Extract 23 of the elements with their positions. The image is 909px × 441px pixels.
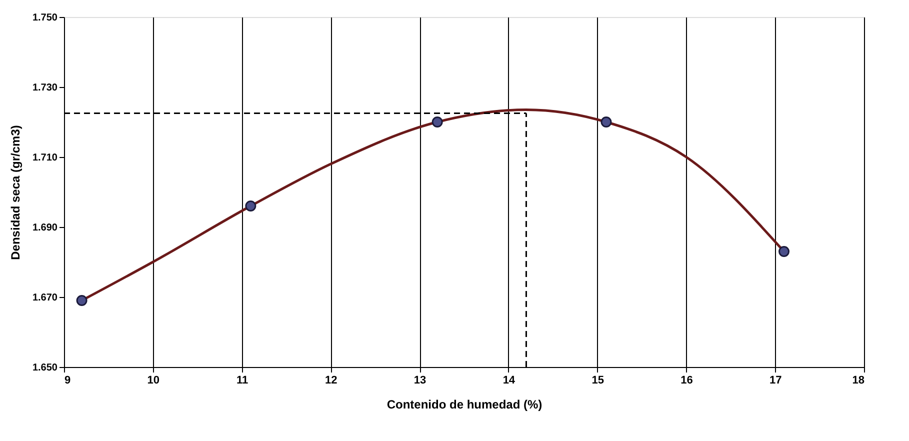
point	[245, 200, 256, 212]
x-tick-label: 12	[325, 374, 338, 386]
x-tick-label: 16	[680, 374, 693, 386]
y-tick-label: 1.690	[32, 222, 58, 234]
point	[778, 246, 790, 257]
x-tick-label: 10	[147, 374, 160, 386]
x-tick-label: 17	[769, 374, 782, 386]
x-axis-title: Contenido de humedad (%)	[386, 398, 542, 412]
x-tick-label: 14	[502, 374, 516, 386]
x-tick-label: 11	[236, 374, 248, 386]
x-tick-label: 18	[852, 374, 864, 386]
x-tick-label: 15	[592, 374, 604, 386]
y-tick-label: 1.710	[32, 152, 58, 164]
y-tick-label: 1.750	[32, 12, 58, 24]
point	[76, 295, 88, 306]
y-tick-label: 1.730	[32, 82, 58, 94]
y-tick-label: 1.670	[32, 292, 58, 304]
y-tick-label: 1.650	[32, 362, 58, 374]
y-axis-title: Densidad seca (gr/cm3)	[8, 125, 22, 260]
point	[600, 116, 612, 128]
x-tick-label: 9	[64, 374, 71, 386]
point	[432, 116, 443, 128]
x-tick-label: 13	[414, 374, 426, 386]
